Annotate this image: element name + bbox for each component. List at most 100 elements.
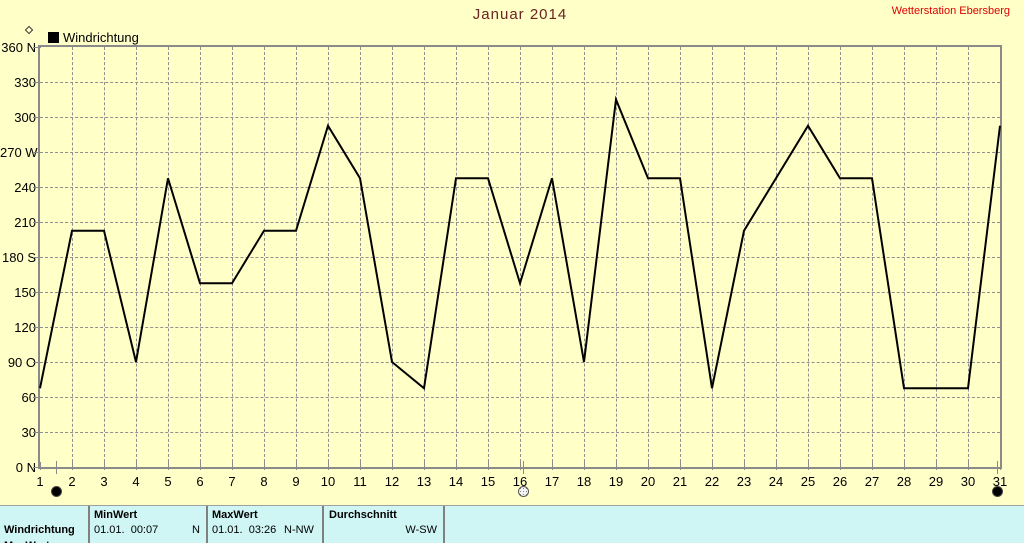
table-divider [322,506,324,543]
x-axis-label: 23 [736,474,752,489]
x-axis-tick [680,462,681,470]
v-gridline [584,47,585,467]
x-axis-label: 10 [320,474,336,489]
row-label-windrichtung: Windrichtung [4,524,75,536]
station-name: Wetterstation Ebersberg [891,5,1010,17]
v-gridline [392,47,393,467]
v-gridline [776,47,777,467]
v-gridline [232,47,233,467]
y-axis-tick [33,257,41,258]
x-axis-label: 24 [768,474,784,489]
x-axis-label: 20 [640,474,656,489]
x-axis-tick [744,462,745,470]
x-axis-tick [584,462,585,470]
table-divider [443,506,445,543]
maxwert-direction: N-NW [284,524,314,536]
clipped-next-row-label: MaxWert [4,540,50,543]
v-gridline [712,47,713,467]
x-axis-tick [136,462,137,470]
chart-title: Januar 2014 [472,6,568,23]
v-gridline [136,47,137,467]
v-gridline [296,47,297,467]
x-axis-label: 17 [544,474,560,489]
x-axis-label: 21 [672,474,688,489]
x-axis-label: 29 [928,474,944,489]
x-axis-tick [424,462,425,470]
x-axis-tick [104,462,105,470]
x-axis-tick [488,462,489,470]
legend-swatch-icon [48,32,59,43]
table-divider [88,506,90,543]
y-axis-label: 300 [14,110,36,125]
summary-table: MinWert MaxWert Durchschnitt Windrichtun… [0,505,1024,543]
diamond-marker-icon [24,25,34,35]
x-axis-tick [456,462,457,470]
plot-area [38,45,1002,469]
y-axis-label: 120 [14,320,36,335]
y-axis-tick [33,327,41,328]
x-axis-label: 5 [164,474,172,489]
x-axis-label: 18 [576,474,592,489]
y-axis-label: 150 [14,285,36,300]
y-axis-label: 180 S [2,250,36,265]
x-axis-label: 27 [864,474,880,489]
maxwert-header: MaxWert [212,509,258,521]
x-axis-tick [648,462,649,470]
x-axis-label: 1 [36,474,44,489]
x-axis-label: 2 [68,474,76,489]
moon-tick [523,461,525,474]
v-gridline [264,47,265,467]
y-axis-tick [33,467,41,468]
x-axis-tick [840,462,841,470]
x-axis-tick [712,462,713,470]
y-axis-label: 0 N [15,460,36,475]
table-divider [206,506,208,543]
x-axis-tick [168,462,169,470]
v-gridline [936,47,937,467]
moon-tick [996,461,998,474]
v-gridline [488,47,489,467]
v-gridline [520,47,521,467]
x-axis-label: 31 [992,474,1008,489]
y-axis-tick [33,362,41,363]
x-axis-label: 4 [132,474,140,489]
y-axis-label: 240 [14,180,36,195]
v-gridline [968,47,969,467]
y-axis-label: 30 [21,425,36,440]
x-axis-label: 25 [800,474,816,489]
x-axis-label: 7 [228,474,236,489]
y-axis-tick [33,187,41,188]
y-axis-tick [33,222,41,223]
x-axis-label: 28 [896,474,912,489]
x-axis-tick [616,462,617,470]
y-axis-tick [33,47,41,48]
x-axis-label: 13 [416,474,432,489]
v-gridline [72,47,73,467]
x-axis-tick [552,462,553,470]
v-gridline [680,47,681,467]
v-gridline [744,47,745,467]
v-gridline [648,47,649,467]
v-gridline [616,47,617,467]
y-axis-tick [33,82,41,83]
x-axis-tick [392,462,393,470]
windrichtung-line [39,95,1001,391]
x-axis-tick [936,462,937,470]
y-axis-tick [33,397,41,398]
v-gridline [456,47,457,467]
x-axis-tick [328,462,329,470]
maxwert-datetime: 01.01. 03:26 [212,524,277,536]
x-axis-label: 8 [260,474,268,489]
v-gridline [328,47,329,467]
durchschnitt-header: Durchschnitt [329,509,397,521]
v-gridline [168,47,169,467]
x-axis-tick [520,462,521,470]
durchschnitt-direction: W-SW [405,524,437,536]
v-gridline [808,47,809,467]
x-axis-tick [232,462,233,470]
x-axis-tick [904,462,905,470]
y-axis-label: 210 [14,215,36,230]
x-axis-tick [872,462,873,470]
y-axis-label: 60 [21,390,36,405]
